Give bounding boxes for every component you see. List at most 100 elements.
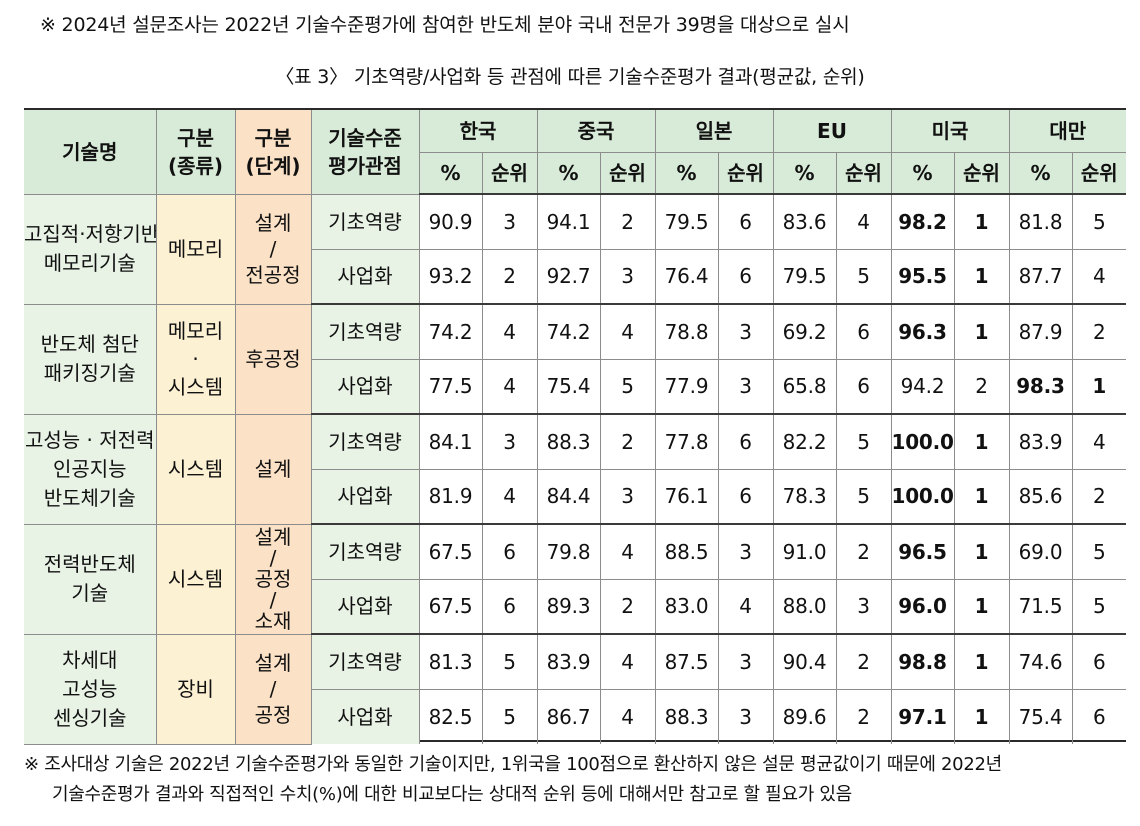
pct-cell: 67.5 xyxy=(418,523,483,580)
evaluation-view-cell: 기초역량 xyxy=(310,633,420,690)
pct-cell: 82.5 xyxy=(418,688,483,744)
tech-name-cell: 반도체 첨단 패키징기술 xyxy=(24,303,157,415)
pct-cell: 96.0 xyxy=(890,578,955,635)
pct-cell: 94.1 xyxy=(536,193,601,250)
pct-cell: 98.2 xyxy=(890,193,955,250)
evaluation-view-cell: 사업화 xyxy=(311,578,420,635)
header-rank: 순위 xyxy=(1071,151,1126,195)
tech-name-cell: 고집적·저항기반 메모리기술 xyxy=(24,193,157,305)
pct-cell: 74.2 xyxy=(536,303,601,360)
rank-cell: 6 xyxy=(717,468,774,525)
pct-cell: 77.9 xyxy=(654,358,719,415)
pct-cell: 81.9 xyxy=(418,468,483,525)
header-tech-name: 기술명 xyxy=(24,110,157,195)
rank-cell: 2 xyxy=(953,358,1010,415)
rank-cell: 6 xyxy=(717,248,774,305)
header-pct: % xyxy=(654,151,719,195)
pct-cell: 87.7 xyxy=(1008,248,1073,305)
footnote: ※ 조사대상 기술은 2022년 기술수준평가와 동일한 기술이지만, 1위국을… xyxy=(24,750,1124,810)
pct-cell: 87.9 xyxy=(1008,303,1073,360)
rank-cell: 2 xyxy=(1071,468,1126,525)
rank-cell: 5 xyxy=(1071,523,1126,580)
rank-cell: 5 xyxy=(835,413,892,470)
pct-cell: 89.6 xyxy=(772,688,837,744)
rank-cell: 4 xyxy=(481,358,538,415)
pct-cell: 77.8 xyxy=(654,413,719,470)
rank-cell: 6 xyxy=(717,413,774,470)
rank-cell: 2 xyxy=(835,688,892,744)
evaluation-view-cell: 사업화 xyxy=(311,248,420,305)
pct-cell: 69.2 xyxy=(772,303,837,360)
header-country-korea: 한국 xyxy=(418,110,538,153)
rank-cell: 1 xyxy=(953,193,1010,250)
evaluation-view-cell: 사업화 xyxy=(311,358,420,415)
rank-cell: 3 xyxy=(717,358,774,415)
rank-cell: 3 xyxy=(481,193,538,250)
rank-cell: 3 xyxy=(717,688,774,744)
rank-cell: 2 xyxy=(599,578,656,635)
rank-cell: 5 xyxy=(481,688,538,744)
pct-cell: 88.3 xyxy=(654,688,719,744)
rank-cell: 1 xyxy=(953,248,1010,305)
pct-cell: 79.5 xyxy=(654,193,719,250)
rank-cell: 3 xyxy=(835,578,892,635)
rank-cell: 6 xyxy=(717,193,774,250)
stage-cell: 설계 xyxy=(234,413,312,525)
header-country-usa: 미국 xyxy=(890,110,1010,153)
header-rank: 순위 xyxy=(953,151,1010,195)
rank-cell: 3 xyxy=(481,413,538,470)
rank-cell: 1 xyxy=(953,633,1010,690)
pct-cell: 87.5 xyxy=(654,633,719,690)
rank-cell: 1 xyxy=(953,688,1010,744)
pct-cell: 83.9 xyxy=(536,633,601,690)
pct-cell: 75.4 xyxy=(536,358,601,415)
rank-cell: 5 xyxy=(835,468,892,525)
rank-cell: 3 xyxy=(717,523,774,580)
pct-cell: 84.1 xyxy=(418,413,483,470)
pct-cell: 74.2 xyxy=(418,303,483,360)
rank-cell: 1 xyxy=(1071,358,1126,415)
header-rank: 순위 xyxy=(717,151,774,195)
pct-cell: 78.3 xyxy=(772,468,837,525)
rank-cell: 2 xyxy=(599,193,656,250)
rank-cell: 4 xyxy=(835,193,892,250)
footnote-line-2: 기술수준평가 결과와 직접적인 수치(%)에 대한 비교보다는 상대적 순위 등… xyxy=(52,784,852,805)
tech-name-cell: 고성능 · 저전력 인공지능 반도체기술 xyxy=(24,413,157,525)
pct-cell: 96.5 xyxy=(890,523,955,580)
header-country-taiwan: 대만 xyxy=(1008,110,1126,153)
pct-cell: 82.2 xyxy=(772,413,837,470)
rank-cell: 6 xyxy=(835,358,892,415)
pct-cell: 90.4 xyxy=(772,633,837,690)
header-pct: % xyxy=(419,151,483,195)
table-caption: 〈표 3〉 기초역량/사업화 등 관점에 따른 기술수준평가 결과(평균값, 순… xyxy=(275,66,865,88)
header-type: 구분 (종류) xyxy=(155,110,236,195)
pct-cell: 100.0 xyxy=(890,413,955,470)
table-row: 고집적·저항기반 메모리기술 메모리 설계 / 전공정 기초역량 90.9 3 94.1 2 79.5… xyxy=(24,193,1126,305)
rank-cell: 2 xyxy=(1071,303,1126,360)
table-row: 고성능 · 저전력 인공지능 반도체기술 시스템 설계 기초역량 84.1 3 88.3 2 77.… xyxy=(24,413,1126,525)
type-cell: 장비 xyxy=(155,633,236,745)
pct-cell: 76.4 xyxy=(654,248,719,305)
rank-cell: 4 xyxy=(599,688,656,744)
rank-cell: 4 xyxy=(481,468,538,525)
table-row: 사업화 81.9 4 84.4 3 76.1 6 78.3 5 100.0 1 85.6 2 xyxy=(24,468,1126,525)
pct-cell: 95.5 xyxy=(890,248,955,305)
rank-cell: 2 xyxy=(835,633,892,690)
rank-cell: 4 xyxy=(1071,248,1126,305)
pct-cell: 93.2 xyxy=(418,248,483,305)
table-row: 반도체 첨단 패키징기술 메모리 · 시스템 후공정 기초역량 74.2 4 74.2 4 78.8 3… xyxy=(24,303,1126,415)
rank-cell: 3 xyxy=(717,633,774,690)
pct-cell: 83.6 xyxy=(772,193,837,250)
pct-cell: 100.0 xyxy=(890,468,955,525)
rank-cell: 6 xyxy=(481,523,538,580)
stage-cell: 설계 / 공정 xyxy=(234,633,312,745)
pct-cell: 71.5 xyxy=(1008,578,1073,635)
rank-cell: 3 xyxy=(599,248,656,305)
rank-cell: 1 xyxy=(953,413,1010,470)
pct-cell: 92.7 xyxy=(536,248,601,305)
pct-cell: 98.8 xyxy=(890,633,955,690)
results-table-wrapper: 기술명 구분 (종류) 구분 (단계) 기술수준 평가관점 한국 중국 일본 E… xyxy=(24,108,1126,745)
evaluation-view-cell: 사업화 xyxy=(311,468,420,525)
rank-cell: 6 xyxy=(835,303,892,360)
rank-cell: 1 xyxy=(953,523,1010,580)
